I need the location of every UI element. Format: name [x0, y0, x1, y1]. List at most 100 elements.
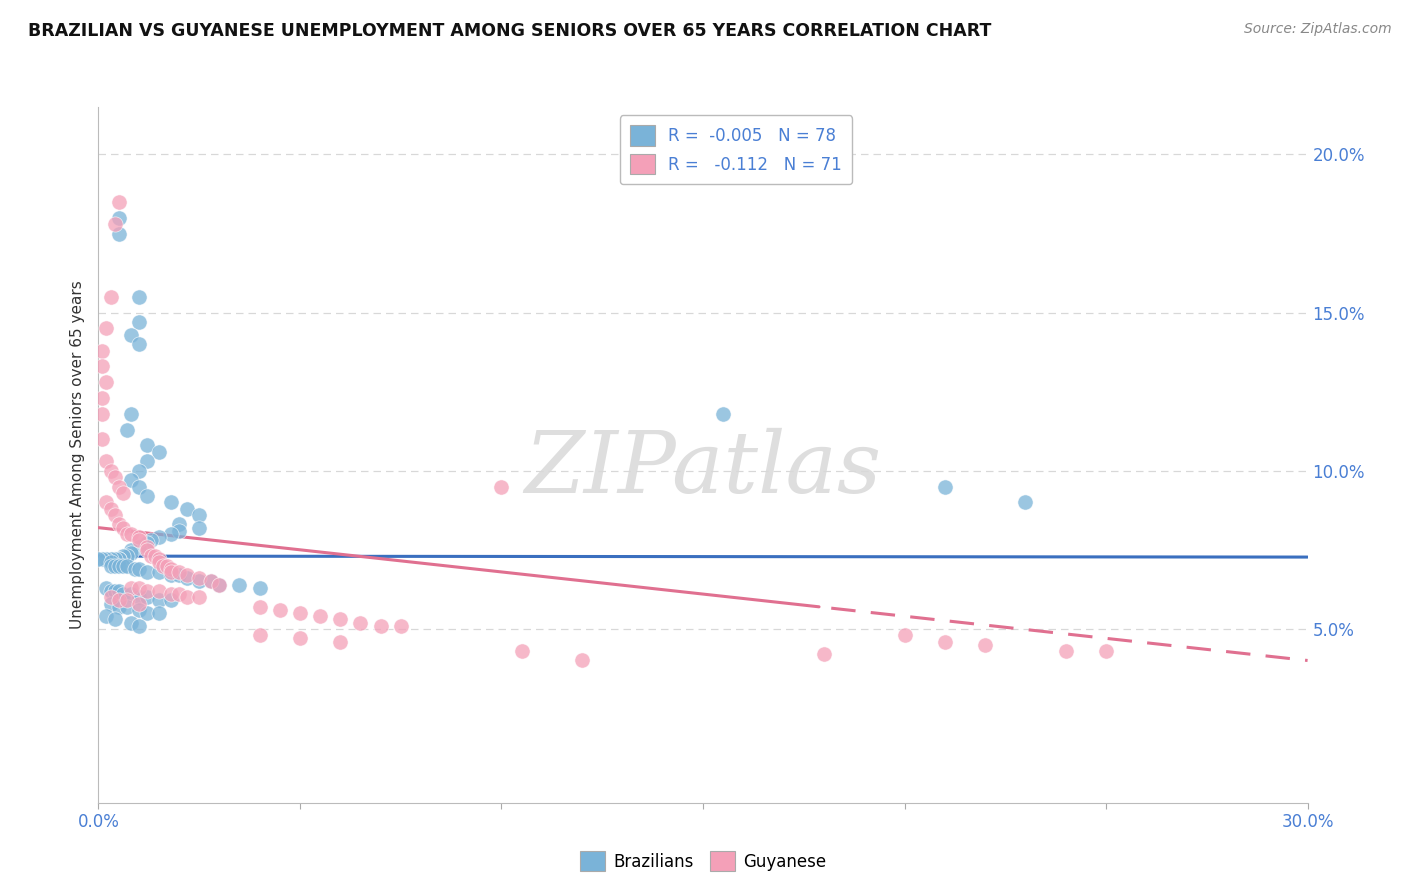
Point: [111, 558, 134, 573]
Point: [100, 290, 122, 304]
Point: [249, 581, 271, 595]
Point: [115, 549, 138, 563]
Point: [96, 375, 118, 389]
Point: [974, 638, 997, 652]
Point: [893, 628, 915, 642]
Point: [100, 552, 122, 566]
Point: [148, 552, 170, 566]
Point: [96, 609, 118, 624]
Point: [188, 508, 211, 522]
Point: [107, 517, 129, 532]
Text: ZIPatlas: ZIPatlas: [524, 427, 882, 510]
Point: [120, 615, 142, 630]
Point: [200, 574, 222, 589]
Point: [100, 501, 122, 516]
Point: [103, 583, 125, 598]
Point: [176, 571, 198, 585]
Point: [329, 634, 352, 648]
Point: [103, 470, 125, 484]
Point: [111, 486, 134, 500]
Point: [208, 577, 231, 591]
Point: [228, 577, 250, 591]
Point: [91, 359, 114, 374]
Point: [160, 527, 183, 541]
Point: [107, 558, 129, 573]
Point: [510, 644, 533, 658]
Point: [128, 290, 150, 304]
Point: [200, 574, 222, 589]
Point: [135, 583, 157, 598]
Point: [120, 546, 142, 560]
Point: [103, 558, 125, 573]
Point: [96, 495, 118, 509]
Point: [103, 552, 125, 566]
Point: [934, 479, 956, 493]
Point: [349, 615, 371, 630]
Point: [188, 571, 211, 585]
Point: [115, 593, 138, 607]
Point: [188, 574, 211, 589]
Point: [128, 479, 150, 493]
Point: [124, 562, 146, 576]
Point: [148, 593, 170, 607]
Point: [120, 587, 142, 601]
Point: [96, 581, 118, 595]
Point: [107, 194, 129, 209]
Point: [128, 562, 150, 576]
Text: Source: ZipAtlas.com: Source: ZipAtlas.com: [1244, 22, 1392, 37]
Point: [288, 632, 311, 646]
Point: [143, 549, 166, 563]
Point: [176, 501, 198, 516]
Point: [148, 556, 170, 570]
Point: [148, 565, 170, 579]
Point: [100, 591, 122, 605]
Point: [148, 444, 170, 458]
Point: [120, 327, 142, 342]
Point: [329, 612, 352, 626]
Point: [103, 612, 125, 626]
Point: [160, 568, 183, 582]
Point: [160, 565, 183, 579]
Point: [813, 647, 835, 661]
Point: [103, 508, 125, 522]
Point: [249, 628, 271, 642]
Point: [208, 577, 231, 591]
Point: [128, 315, 150, 329]
Point: [91, 552, 114, 566]
Point: [100, 556, 122, 570]
Point: [115, 527, 138, 541]
Point: [711, 407, 734, 421]
Point: [91, 343, 114, 358]
Point: [96, 321, 118, 335]
Point: [389, 618, 412, 632]
Point: [176, 568, 198, 582]
Point: [103, 217, 125, 231]
Point: [87, 552, 110, 566]
Point: [107, 552, 129, 566]
Point: [96, 454, 118, 468]
Point: [120, 581, 142, 595]
Point: [128, 337, 150, 351]
Point: [167, 565, 190, 579]
Point: [107, 227, 129, 241]
Text: BRAZILIAN VS GUYANESE UNEMPLOYMENT AMONG SENIORS OVER 65 YEARS CORRELATION CHART: BRAZILIAN VS GUYANESE UNEMPLOYMENT AMONG…: [28, 22, 991, 40]
Point: [309, 609, 332, 624]
Point: [167, 517, 190, 532]
Point: [100, 558, 122, 573]
Point: [135, 565, 157, 579]
Point: [120, 542, 142, 557]
Point: [160, 495, 183, 509]
Point: [107, 552, 129, 566]
Point: [128, 603, 150, 617]
Legend: Brazilians, Guyanese: Brazilians, Guyanese: [572, 845, 834, 878]
Point: [120, 407, 142, 421]
Point: [1014, 495, 1036, 509]
Point: [135, 438, 157, 452]
Point: [1095, 644, 1118, 658]
Point: [107, 593, 129, 607]
Point: [111, 587, 134, 601]
Point: [100, 464, 122, 478]
Point: [160, 593, 183, 607]
Point: [135, 606, 157, 620]
Y-axis label: Unemployment Among Seniors over 65 years: Unemployment Among Seniors over 65 years: [70, 281, 86, 629]
